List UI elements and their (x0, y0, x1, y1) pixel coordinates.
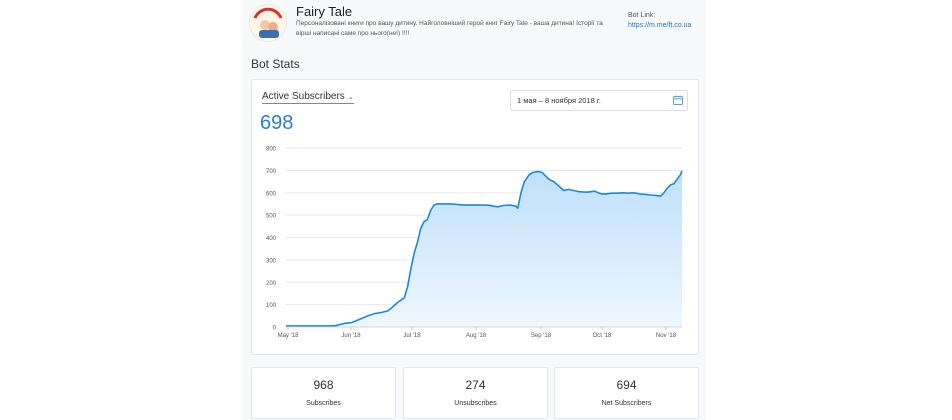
y-tick-label: 500 (266, 214, 277, 220)
stat-unsubscribes-label: Unsubscribes (454, 400, 497, 407)
x-tick-label: Jul '18 (403, 333, 421, 339)
y-tick-label: 700 (266, 169, 277, 175)
date-range-picker[interactable]: 1 мая – 8 ноября 2018 г. (510, 90, 688, 111)
x-tick-label: Oct '18 (593, 333, 612, 339)
stat-subscribes: 968 Subscribes (251, 367, 396, 419)
stat-subscribes-label: Subscribes (306, 400, 341, 407)
metric-value: 698 (260, 112, 294, 134)
bot-link[interactable]: https://m.me/ft.co.ua (628, 22, 692, 29)
x-tick-label: May '18 (278, 333, 299, 339)
bot-link-label: Bot Link: (628, 12, 656, 19)
stat-subscribes-value: 968 (313, 378, 334, 392)
stat-net-subscribers: 694 Net Subscribers (554, 367, 699, 419)
y-tick-label: 800 (266, 147, 277, 153)
stat-unsubscribes-value: 274 (465, 378, 486, 392)
stat-net-subscribers-value: 694 (616, 378, 637, 392)
series-area (286, 170, 682, 327)
stat-unsubscribes: 274 Unsubscribes (403, 367, 548, 419)
bot-avatar (249, 4, 287, 42)
y-tick-label: 200 (266, 281, 277, 287)
y-tick-label: 300 (266, 258, 277, 264)
date-range-text: 1 мая – 8 ноября 2018 г. (517, 96, 601, 105)
bot-description: Персоналізовані книги про вашу дитину. Н… (296, 20, 603, 37)
stat-net-subscribers-label: Net Subscribers (601, 400, 652, 407)
x-tick-label: Nov '18 (656, 333, 677, 339)
y-tick-label: 400 (266, 236, 277, 242)
y-tick-label: 600 (266, 191, 277, 197)
x-tick-label: Aug '18 (466, 333, 487, 339)
metric-selector-label: Active Subscribers (262, 91, 345, 102)
series-line (286, 170, 683, 327)
calendar-icon (673, 95, 683, 105)
section-title: Bot Stats (251, 57, 300, 71)
stats-card: Active Subscribers ⌄ 698 1 мая – 8 ноября… (251, 79, 699, 355)
y-tick-label: 0 (273, 326, 277, 332)
subscribers-chart: 0 100 200 300 400 500 600 700 800 May '18 Jun '18 J… (266, 147, 683, 339)
y-tick-label: 100 (266, 303, 277, 309)
bot-title: Fairy Tale (296, 4, 353, 19)
x-tick-label: Jun '18 (341, 333, 361, 339)
metric-selector[interactable]: Active Subscribers ⌄ (262, 91, 354, 104)
x-tick-label: Sep '18 (531, 333, 552, 339)
chevron-down-icon: ⌄ (347, 94, 354, 101)
